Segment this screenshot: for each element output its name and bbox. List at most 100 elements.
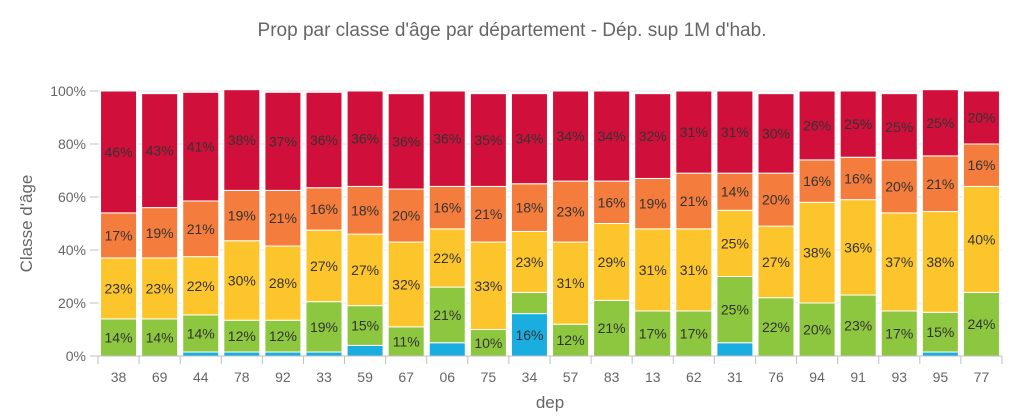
bar-segment[interactable] (469, 241, 507, 330)
x-tick-label: 94 (809, 369, 825, 385)
bar-segment[interactable] (798, 201, 836, 304)
data-label: 36% (392, 133, 420, 149)
bar-segment[interactable] (634, 93, 672, 179)
bar-segment[interactable] (264, 91, 302, 191)
bar-segment[interactable] (469, 329, 507, 357)
x-tick-label: 91 (850, 369, 866, 385)
bar-segment[interactable] (428, 286, 466, 344)
bar-segment[interactable] (675, 228, 713, 312)
bar-segment[interactable] (962, 143, 1000, 187)
bar-segment[interactable] (593, 299, 631, 357)
bar-segment[interactable] (141, 93, 179, 209)
bar-segment[interactable] (182, 200, 220, 258)
bar-segment[interactable] (182, 256, 220, 316)
bar-segment[interactable] (510, 291, 548, 315)
bar-segment[interactable] (798, 159, 836, 203)
bar-segment[interactable] (100, 90, 138, 214)
data-label: 31% (639, 262, 667, 278)
bar-segment[interactable] (264, 189, 302, 247)
x-tick-label: 78 (234, 369, 250, 385)
bar-segment[interactable] (593, 90, 631, 182)
data-label: 34% (557, 128, 585, 144)
bar-segment[interactable] (921, 311, 959, 353)
bar-segment[interactable] (346, 305, 384, 346)
bar-segment[interactable] (223, 189, 261, 242)
bar-segment[interactable] (141, 257, 179, 320)
bar-segment[interactable] (552, 90, 590, 182)
bar-segment[interactable] (839, 90, 877, 158)
bar-segment[interactable] (428, 90, 466, 187)
bar-segment[interactable] (757, 225, 795, 299)
data-label: 23% (146, 280, 174, 296)
bar-segment[interactable] (510, 183, 548, 232)
bar-segment[interactable] (757, 297, 795, 357)
bar-segment[interactable] (921, 89, 959, 157)
data-label: 36% (844, 239, 872, 255)
x-axis-title: dep (536, 393, 564, 412)
data-label: 28% (269, 275, 297, 291)
bar-segment[interactable] (716, 172, 754, 211)
bar-segment[interactable] (346, 90, 384, 187)
bar-segment[interactable] (880, 212, 918, 312)
bar-segment[interactable] (962, 185, 1000, 293)
bar-segment[interactable] (346, 185, 384, 235)
data-label: 21% (433, 307, 461, 323)
data-label: 21% (474, 206, 502, 222)
bar-segment[interactable] (469, 185, 507, 243)
bar-segment[interactable] (880, 159, 918, 214)
data-label: 35% (474, 132, 502, 148)
bar-segment[interactable] (716, 209, 754, 277)
data-label: 29% (598, 254, 626, 270)
bar-segment[interactable] (839, 199, 877, 296)
bar-segment[interactable] (716, 276, 754, 344)
bar-segment[interactable] (757, 172, 795, 227)
bar-segment[interactable] (716, 342, 754, 357)
bar-segment[interactable] (757, 93, 795, 174)
bar-segment[interactable] (510, 313, 548, 357)
bar-segment[interactable] (593, 180, 631, 225)
bar-segment[interactable] (510, 93, 548, 185)
bar-segment[interactable] (264, 319, 302, 353)
x-tick-label: 95 (933, 369, 949, 385)
data-label: 21% (269, 210, 297, 226)
bar-segment[interactable] (305, 187, 343, 231)
bar-segment[interactable] (182, 314, 220, 353)
bar-segment[interactable] (634, 228, 672, 312)
bar-segment[interactable] (716, 90, 754, 174)
bar-segment[interactable] (141, 318, 179, 357)
bar-segment[interactable] (675, 172, 713, 230)
bar-segment[interactable] (223, 351, 261, 357)
bar-segment[interactable] (305, 301, 343, 353)
bar-segment[interactable] (798, 90, 836, 161)
bar-segment[interactable] (182, 351, 220, 357)
data-label: 16% (433, 200, 461, 216)
data-label: 10% (474, 335, 502, 351)
bar-segment[interactable] (552, 323, 590, 357)
bar-segment[interactable] (880, 93, 918, 161)
data-label: 36% (351, 131, 379, 147)
bar-segment[interactable] (469, 93, 507, 187)
bar-segment[interactable] (387, 93, 425, 190)
bar-segment[interactable] (264, 351, 302, 357)
bar-segment[interactable] (839, 294, 877, 357)
bar-segment[interactable] (921, 211, 959, 313)
bar-segment[interactable] (346, 233, 384, 307)
bar-segment[interactable] (798, 302, 836, 357)
bar-segment[interactable] (346, 344, 384, 357)
bar-segment[interactable] (264, 245, 302, 321)
data-label: 38% (803, 245, 831, 261)
bar-segment[interactable] (428, 342, 466, 357)
bar-segment[interactable] (921, 351, 959, 357)
data-label: 20% (967, 110, 995, 126)
bar-segment[interactable] (305, 351, 343, 357)
bar-segment[interactable] (675, 310, 713, 357)
bar-segment[interactable] (387, 241, 425, 328)
data-label: 21% (680, 193, 708, 209)
bar-segment[interactable] (593, 223, 631, 301)
bar-segment[interactable] (223, 89, 261, 191)
bar-segment[interactable] (675, 90, 713, 174)
bar-segment[interactable] (305, 91, 343, 189)
bar-segment[interactable] (552, 180, 590, 243)
bar-segment[interactable] (962, 90, 1000, 145)
bar-segment[interactable] (182, 91, 220, 202)
